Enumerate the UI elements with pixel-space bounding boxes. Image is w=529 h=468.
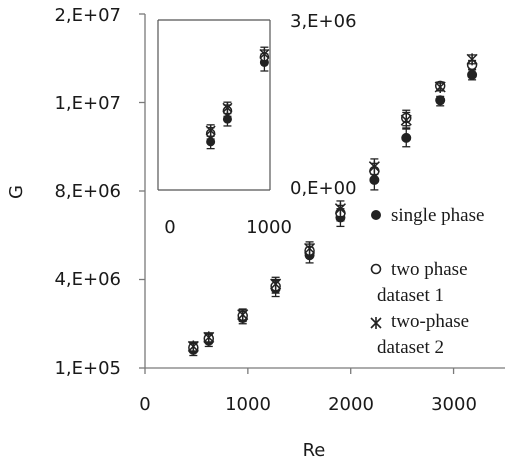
x-tick-label: 2000 bbox=[328, 394, 374, 415]
y-tick-label: 4,E+06 bbox=[54, 269, 121, 290]
legend-label-two-phase-dataset-2: two-phase bbox=[391, 311, 469, 332]
inset-point-two-phase-dataset-2 bbox=[259, 48, 270, 60]
point-single-phase bbox=[369, 174, 380, 185]
x-tick-label: 0 bbox=[139, 394, 150, 415]
inset-y-tick-label: 3,E+06 bbox=[290, 11, 357, 32]
point-two-phase-dataset-2 bbox=[368, 160, 380, 173]
main-plot-marks bbox=[187, 53, 478, 357]
legend-label-two-phase-dataset-1-line2: dataset 1 bbox=[377, 285, 444, 306]
point-two-phase-dataset-2 bbox=[203, 331, 215, 344]
inset-point-two-phase-dataset-2 bbox=[222, 102, 233, 114]
inset-x-tick-label: 1000 bbox=[246, 217, 292, 238]
point-two-phase-dataset-2 bbox=[187, 340, 199, 353]
point-single-phase bbox=[435, 95, 446, 106]
y-tick-label: 1,E+07 bbox=[54, 93, 121, 114]
y-axis-label: G bbox=[6, 185, 27, 199]
inset-y-tick-label: 0,E+00 bbox=[290, 178, 357, 199]
inset-plot: 3,E+06 0,E+00 0 1000 bbox=[157, 11, 357, 238]
legend-label-two-phase-dataset-2-line2: dataset 2 bbox=[377, 337, 444, 358]
point-two-phase-dataset-2 bbox=[304, 242, 316, 255]
legend-marker-two-phase-dataset-2 bbox=[370, 317, 382, 329]
point-two-phase-dataset-2 bbox=[334, 202, 346, 215]
legend-label-single-phase: single phase bbox=[391, 205, 484, 226]
inset-point-two-phase-dataset-2 bbox=[205, 125, 216, 136]
y-tick-label: 1,E+05 bbox=[54, 358, 121, 379]
y-tick-marks bbox=[139, 13, 145, 369]
x-tick-marks bbox=[144, 368, 455, 374]
x-axis-label: Re bbox=[303, 440, 326, 461]
point-two-phase-dataset-2 bbox=[434, 81, 446, 94]
point-two-phase-dataset-2 bbox=[270, 278, 282, 291]
point-single-phase bbox=[401, 132, 412, 143]
legend: single phase two phase dataset 1 two-pha… bbox=[370, 205, 484, 358]
x-tick-label: 1000 bbox=[225, 394, 271, 415]
inset-plot-marks bbox=[205, 46, 270, 150]
legend-marker-single-phase bbox=[371, 210, 381, 220]
point-single-phase bbox=[467, 69, 478, 80]
inset-x-tick-label: 0 bbox=[164, 217, 175, 238]
point-two-phase-dataset-2 bbox=[400, 114, 412, 127]
point-two-phase-dataset-2 bbox=[237, 308, 249, 321]
legend-label-two-phase-dataset-1: two phase bbox=[391, 259, 468, 280]
y-tick-label: 2,E+07 bbox=[54, 5, 121, 26]
legend-marker-two-phase-dataset-1 bbox=[370, 263, 382, 275]
x-tick-label: 3000 bbox=[431, 394, 477, 415]
y-tick-label: 8,E+06 bbox=[54, 181, 121, 202]
point-two-phase-dataset-2 bbox=[466, 53, 478, 66]
